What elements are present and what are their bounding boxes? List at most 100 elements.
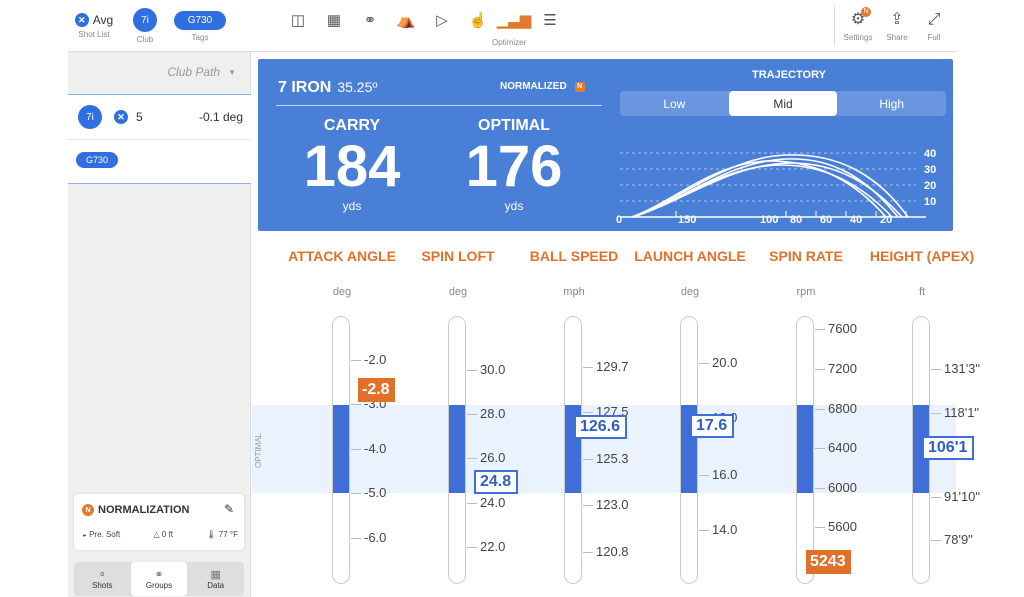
spin-rate-column: SPIN RATE rpm 7600 7200 6800 6400 6000 5… [748,248,864,588]
chevron-down-icon: ▼ [228,67,236,77]
shot-list-value: Avg [92,13,114,27]
tick [583,412,593,413]
range-track [564,316,582,584]
optimal-fill [333,405,349,493]
tick [699,530,709,531]
range-track [332,316,350,584]
shot-value: -0.1 deg [198,110,243,124]
grid-icon[interactable]: ▦ [326,12,342,29]
shot-list-label: Shot List [78,30,110,39]
tick-label: 129.7 [596,359,629,374]
x-tick-label: 20 [880,214,892,225]
tick [583,367,593,368]
shot-group-card[interactable]: 7i ✕ 5 -0.1 deg G730 [68,94,251,184]
shot-count: 5 [136,110,143,124]
x-tick-label: 80 [790,214,802,225]
compare-icon[interactable]: ◫ [290,12,306,29]
ball-icon[interactable]: ⚭ [363,12,377,29]
range-track [796,316,814,584]
play-icon[interactable]: ▷ [436,12,448,29]
optimal-label: OPTIMAL [478,117,550,134]
share-button[interactable]: ⇪ Share [880,0,914,52]
swing-icon[interactable]: ☝ [468,12,488,29]
tick [351,404,361,405]
height-apex-column: HEIGHT (APEX) ft 131'3" 118'1" 91'10" 78… [864,248,980,588]
tick [815,488,825,489]
y-tick-label: 10 [924,196,936,208]
metric-selector[interactable]: Club Path ▼ [68,52,250,92]
tick [699,363,709,364]
tent-icon[interactable]: ⛺ [396,12,416,29]
optimal-fill [449,405,465,493]
list-icon[interactable]: ☰ [543,12,557,29]
tick [351,360,361,361]
tick [467,458,477,459]
x-tick-label: 100 [760,214,778,225]
tick-label: 30.0 [480,362,506,377]
shot-list-control[interactable]: ✕ Avg Shot List [74,0,114,52]
tick-label: 20.0 [712,355,738,370]
summary-card: 7 IRON 35.25º NORMALIZED N CARRY 184 yds O… [258,59,953,231]
optimal-value: 176 [465,134,563,199]
share-label: Share [886,33,908,42]
tick [351,449,361,450]
tag-pill[interactable]: G730 [76,152,119,168]
tick-label: 5600 [828,519,857,534]
tick [351,493,361,494]
tick-label: 16.0 [712,467,738,482]
pencil-icon[interactable]: ✎ [223,502,234,516]
column-title: ATTACK ANGLE [288,248,396,264]
surface-value: ◒ Pre. Soft [82,530,121,539]
trajectory-line [631,160,887,218]
data-icon: ▦ [210,569,221,581]
value-marker: 17.6 [690,414,735,438]
spin-loft-column: SPIN LOFT deg 30.0 28.0 26.0 24.0 22.0 2… [400,248,519,588]
y-tick-label: 40 [924,148,936,160]
bottom-tabs: ⚬ Shots ⚭ Groups ▦ Data [74,562,244,596]
column-unit: mph [563,286,585,298]
normalization-card: N NORMALIZATION ✎ ◒ Pre. Soft △ 0 ft 🌡 77… [74,494,244,550]
tab-low[interactable]: Low [663,96,686,111]
tab-data[interactable]: ▦ Data [207,569,225,590]
tick-label: -6.0 [364,530,387,545]
tab-groups[interactable]: ⚭ Groups [130,562,188,596]
carry-value: 184 [303,134,401,199]
tick [815,409,825,410]
column-title: LAUNCH ANGLE [634,248,746,264]
tab-high[interactable]: High [879,96,905,111]
optimal-fill [913,405,929,493]
column-unit: rpm [796,286,816,298]
tick [583,505,593,506]
metric-selector-label: Club Path [167,65,221,79]
x-circle-icon: ✕ [74,13,89,27]
carry-label: CARRY [323,117,381,134]
full-button[interactable]: ⤢ Full [918,0,950,52]
shots-icon: ⚬ [97,569,107,581]
y-tick-label: 20 [924,180,936,192]
column-title: SPIN RATE [769,248,843,264]
trajectory-line [631,162,903,218]
temperature-value: 🌡 77 °F [206,530,238,539]
tick-label: 7200 [828,361,857,376]
club-control[interactable]: 7i Club [128,0,162,52]
bar-chart-icon[interactable]: ▁▃▆ [496,12,532,29]
range-track [680,316,698,584]
tab-shots[interactable]: ⚬ Shots [92,569,113,590]
tags-control[interactable]: G730 Tags [173,0,227,52]
settings-button[interactable]: ⚙ N Settings [838,0,878,52]
column-unit: deg [448,286,468,298]
tick [699,475,709,476]
tick-label: 131'3" [944,361,981,376]
attack-angle-column: ATTACK ANGLE deg -2.0 -3.0 -4.0 -5.0 -6.… [284,248,400,588]
ball-speed-column: BALL SPEED mph 129.7 127.5 125.3 123.0 1… [516,248,632,588]
fullscreen-icon: ⤢ [927,11,941,28]
tick [583,459,593,460]
sidebar: Club Path ▼ 7i ✕ 5 -0.1 deg G730 N NORMALI… [68,52,251,597]
tick [467,503,477,504]
gear-icon: ⚙ N [851,7,872,30]
normalized-badge: N [574,81,585,92]
tick [815,448,825,449]
optimizer-icons: ◫ ▦ ⚭ ⛺ ▷ ☝ ▁▃▆ ☰ [288,10,560,30]
tab-mid[interactable]: Mid [728,91,838,116]
tick-label: 6000 [828,480,857,495]
